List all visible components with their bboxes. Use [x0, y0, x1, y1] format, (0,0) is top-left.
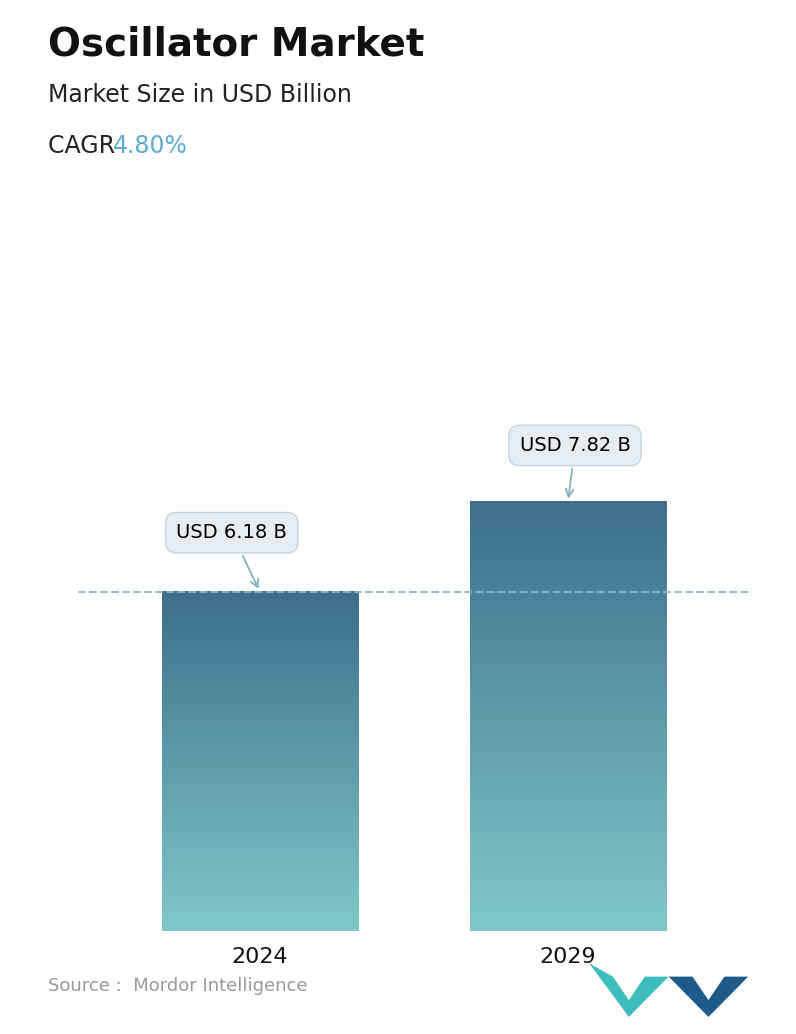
Text: Market Size in USD Billion: Market Size in USD Billion — [48, 83, 352, 107]
Text: Oscillator Market: Oscillator Market — [48, 26, 424, 64]
Text: CAGR: CAGR — [48, 134, 130, 158]
Polygon shape — [669, 976, 748, 1017]
Text: USD 7.82 B: USD 7.82 B — [520, 436, 630, 496]
Text: Source :  Mordor Intelligence: Source : Mordor Intelligence — [48, 977, 307, 995]
Polygon shape — [589, 964, 669, 1017]
Text: USD 6.18 B: USD 6.18 B — [177, 523, 287, 587]
Text: 4.80%: 4.80% — [113, 134, 188, 158]
